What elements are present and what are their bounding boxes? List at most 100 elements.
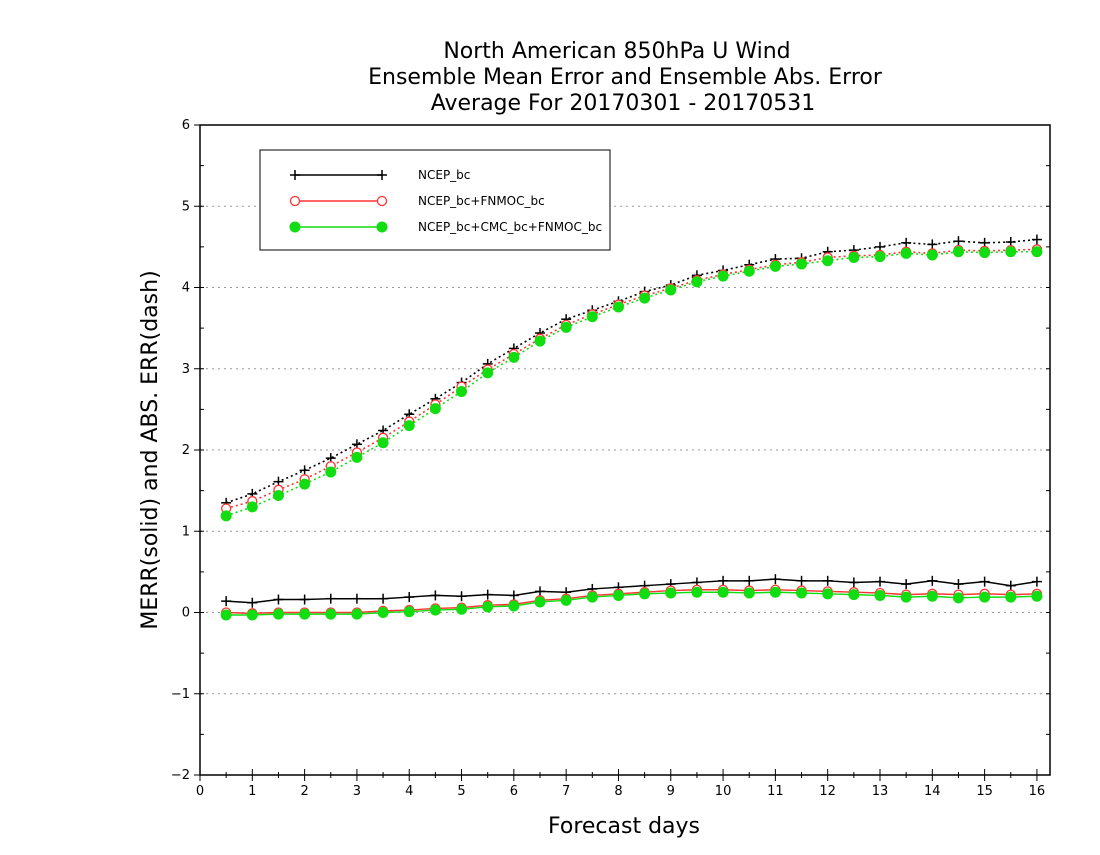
abs-err-point <box>979 247 991 259</box>
merr-point <box>1031 576 1042 587</box>
merr-point <box>429 604 441 616</box>
merr-point <box>456 603 468 615</box>
merr-point <box>744 575 755 586</box>
x-axis-label: Forecast days <box>548 814 700 839</box>
merr-point <box>482 601 494 613</box>
merr-point <box>351 608 363 620</box>
series-layer <box>220 234 1043 621</box>
legend-marker-right <box>376 221 388 233</box>
merr-line <box>226 578 1038 604</box>
x-tick-label: 10 <box>715 784 732 799</box>
merr-point <box>718 575 729 586</box>
merr-point <box>900 591 912 603</box>
abs-err-point <box>586 311 598 323</box>
y-tick-label: 2 <box>182 443 190 458</box>
merr-point <box>221 596 232 607</box>
abs-err-point <box>769 260 781 272</box>
x-tick-label: 13 <box>872 784 889 799</box>
merr-point <box>508 600 520 612</box>
merr-point <box>351 593 362 604</box>
merr-point <box>901 579 912 590</box>
grid <box>200 205 1050 695</box>
merr-point <box>639 588 651 600</box>
abs-err-line <box>225 250 1037 517</box>
abs-err-line <box>225 248 1037 510</box>
abs-err-point <box>822 255 834 267</box>
chart-title-line-1: North American 850hPa U Wind <box>443 39 790 64</box>
x-tick-label: 7 <box>562 784 570 799</box>
merr-point <box>1005 580 1016 591</box>
y-tick-label: −1 <box>171 687 190 702</box>
y-tick-label: 4 <box>182 281 190 296</box>
legend-label: NCEP_bc+FNMOC_bc <box>418 194 545 208</box>
x-tick-label: 4 <box>405 784 413 799</box>
abs-err-point <box>1005 246 1017 258</box>
merr-point <box>247 597 258 608</box>
abs-err-point <box>246 501 258 513</box>
abs-err-point <box>560 321 572 333</box>
abs-err-point <box>927 239 938 250</box>
legend-label: NCEP_bc+CMC_bc+FNMOC_bc <box>418 220 602 234</box>
legend-box <box>259 149 611 251</box>
merr-point <box>560 594 572 606</box>
abs-err-point <box>377 437 389 449</box>
merr-point <box>952 592 964 604</box>
merr-point <box>508 590 519 601</box>
y-tick-label: 3 <box>182 362 190 377</box>
abs-err-point <box>743 265 755 277</box>
abs-err-point <box>1031 234 1042 245</box>
legend-item: NCEP_bc <box>290 168 470 182</box>
merr-point <box>848 589 860 601</box>
y-tick-label: 6 <box>182 118 190 133</box>
merr-point <box>272 608 284 620</box>
merr-point <box>612 589 624 601</box>
merr-point <box>482 589 493 600</box>
x-tick-label: 8 <box>614 784 622 799</box>
merr-point <box>979 576 990 587</box>
x-tick-label: 12 <box>819 784 836 799</box>
chart-title-line-3: Average For 20170301 - 20170531 <box>431 91 816 116</box>
x-tick-label: 1 <box>248 784 256 799</box>
x-tick-label: 3 <box>353 784 361 799</box>
abs-err-point <box>901 237 912 248</box>
abs-err-point <box>952 246 964 258</box>
merr-point <box>926 590 938 602</box>
abs-err-point <box>403 420 415 432</box>
abs-err-point <box>1031 246 1043 258</box>
abs-err-point <box>612 301 624 313</box>
merr-point <box>1031 590 1043 602</box>
series-0 <box>221 234 1042 608</box>
merr-point <box>875 576 885 587</box>
abs-err-point <box>299 465 310 476</box>
abs-err-point <box>639 292 651 304</box>
merr-point <box>822 575 833 586</box>
x-tick-label: 11 <box>767 784 784 799</box>
merr-point <box>534 596 546 608</box>
legend-marker-right <box>376 195 388 207</box>
merr-point <box>979 591 991 603</box>
x-tick-label: 15 <box>976 784 993 799</box>
merr-point <box>220 609 232 621</box>
legend-marker-left <box>290 170 300 180</box>
merr-point <box>246 609 258 621</box>
merr-point <box>430 590 441 601</box>
abs-err-point <box>482 367 494 379</box>
merr-point <box>456 591 467 602</box>
abs-err-point <box>691 276 703 288</box>
abs-err-point <box>874 251 886 263</box>
x-tick-label: 16 <box>1029 784 1046 799</box>
x-tick-label: 6 <box>510 784 518 799</box>
merr-point <box>717 586 729 598</box>
legend-item: NCEP_bc+FNMOC_bc <box>289 194 545 208</box>
merr-point <box>769 586 781 598</box>
merr-point <box>586 591 598 603</box>
y-tick-label: −2 <box>171 768 190 783</box>
legend-label: NCEP_bc <box>418 168 470 182</box>
series-2 <box>220 246 1043 621</box>
merr-point <box>377 607 389 618</box>
abs-err-point <box>926 249 938 261</box>
merr-point <box>404 592 415 603</box>
y-axis-label: MERR(solid) and ABS. ERR(dash) <box>138 270 163 629</box>
